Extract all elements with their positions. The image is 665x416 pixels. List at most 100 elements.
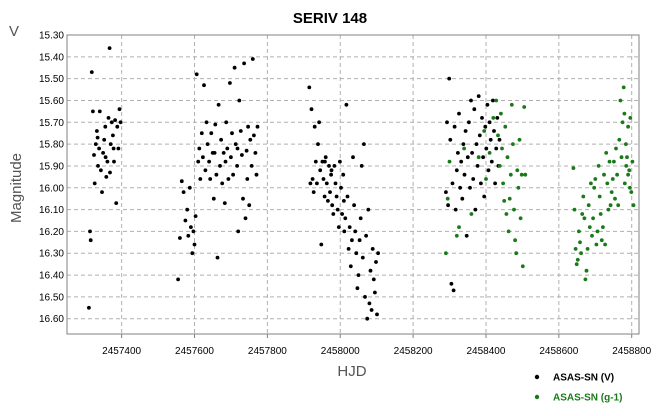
data-point (593, 177, 598, 181)
data-point (444, 190, 448, 195)
data-point (457, 111, 461, 116)
data-point (584, 268, 589, 273)
data-point (602, 172, 606, 177)
data-point (97, 109, 102, 114)
data-point (248, 137, 253, 142)
data-point (458, 185, 462, 190)
data-point (605, 181, 610, 186)
data-point (194, 72, 199, 77)
y-tick-label: 16.00 (39, 183, 64, 194)
data-point (476, 155, 481, 160)
data-point (595, 229, 600, 234)
data-point (506, 229, 511, 234)
data-point (318, 168, 323, 173)
data-point (603, 242, 607, 247)
y-axis-label: Magnitude (8, 153, 25, 223)
data-point (619, 155, 624, 160)
data-point (592, 185, 597, 190)
data-point (310, 177, 315, 181)
legend: ASAS-SN (V) ASAS-SN (g-1) (534, 373, 622, 404)
data-point (488, 137, 493, 142)
data-point (572, 207, 577, 212)
legend-entry: ASAS-SN (V) (553, 373, 614, 384)
data-point (176, 277, 181, 282)
data-point (583, 277, 588, 282)
data-point (575, 257, 580, 262)
data-point (456, 151, 460, 155)
data-point (507, 196, 512, 201)
data-point (353, 229, 358, 234)
data-point (622, 181, 627, 186)
data-point (615, 172, 619, 177)
data-point (614, 146, 618, 151)
y-tick-label: 16.10 (39, 205, 64, 216)
data-point (359, 164, 364, 168)
data-point (190, 251, 195, 256)
data-point (631, 203, 636, 208)
data-point (495, 116, 500, 120)
data-point (520, 264, 525, 269)
data-point (596, 164, 601, 168)
data-point (460, 196, 465, 201)
data-point (209, 131, 214, 136)
data-point (319, 242, 324, 247)
data-point (348, 264, 353, 269)
data-point (313, 159, 318, 164)
data-point (585, 247, 590, 251)
data-point (340, 212, 344, 216)
data-point (487, 151, 492, 155)
data-point (238, 129, 243, 133)
data-point (579, 251, 583, 256)
data-point (445, 196, 450, 201)
data-point (212, 151, 217, 155)
data-points (87, 46, 636, 321)
data-point (328, 190, 332, 195)
data-point (613, 196, 617, 201)
data-point (191, 229, 196, 234)
data-point (452, 124, 457, 129)
data-point (597, 194, 602, 199)
data-point (364, 233, 368, 238)
data-point (599, 238, 604, 243)
data-point (625, 155, 629, 160)
y-tick-label: 16.40 (39, 271, 64, 282)
data-point (214, 172, 219, 177)
x-tick-label: 2458400 (467, 346, 506, 357)
data-point (472, 107, 477, 112)
data-point (474, 142, 479, 147)
data-point (512, 207, 516, 212)
data-point (582, 216, 587, 221)
data-point (453, 207, 458, 212)
data-point (344, 102, 349, 107)
data-point (447, 159, 452, 164)
data-point (574, 262, 579, 267)
data-point (626, 124, 630, 129)
data-point (96, 164, 100, 168)
data-point (189, 225, 193, 230)
series-2-points (444, 85, 636, 282)
data-point (317, 120, 321, 125)
data-point (464, 233, 469, 238)
data-point (503, 124, 508, 129)
data-point (244, 148, 249, 153)
data-point (107, 46, 112, 50)
data-point (610, 177, 615, 181)
data-point (116, 146, 121, 151)
data-point (111, 133, 115, 138)
data-point (484, 177, 488, 181)
data-point (245, 177, 250, 181)
x-tick-label: 2458600 (539, 346, 578, 357)
data-point (99, 168, 103, 173)
data-point (235, 146, 240, 151)
y-tick-label: 16.50 (39, 292, 64, 303)
data-point (321, 177, 326, 181)
data-point (606, 207, 611, 212)
x-tick-label: 2457600 (175, 346, 214, 357)
data-point (451, 288, 456, 293)
data-point (496, 133, 500, 138)
data-point (502, 199, 507, 203)
data-point (447, 76, 452, 81)
data-point (342, 229, 347, 234)
data-point (375, 312, 379, 317)
data-point (360, 255, 365, 260)
